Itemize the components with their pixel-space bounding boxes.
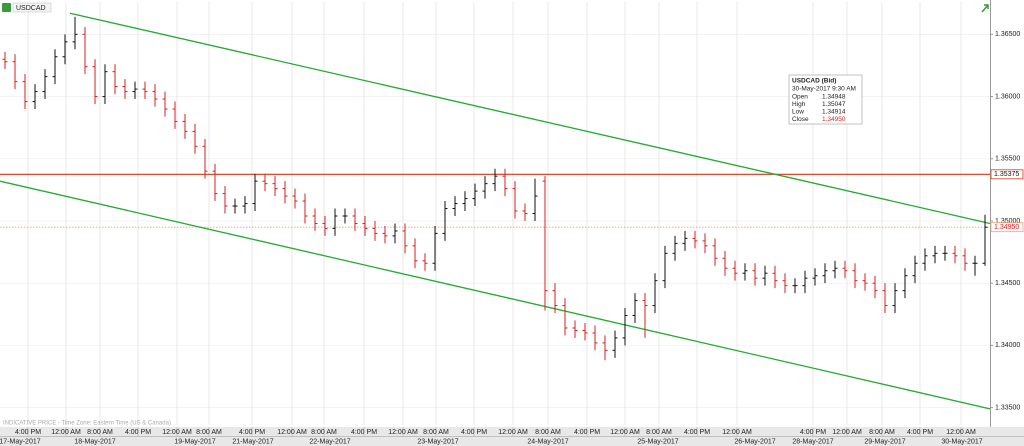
x-tick-label: 8:00 AM: [311, 429, 337, 436]
trend-line: [69, 12, 991, 225]
x-tick-label: 4:00 PM: [800, 429, 826, 436]
x-tick-label: 12:00 AM: [946, 429, 976, 436]
price-label-box: [990, 222, 1024, 233]
y-tick-label: 1.36500: [995, 31, 1020, 38]
symbol-label[interactable]: USDCAD: [16, 5, 46, 12]
tooltip-box: [788, 74, 863, 125]
tooltip-value: 1.34948: [822, 94, 846, 101]
trend-line: [0, 180, 991, 410]
date-label: 24-May-2017: [527, 438, 568, 445]
price-label: 1.34950: [994, 224, 1019, 231]
date-label: 29-May-2017: [864, 438, 905, 445]
overlay-lines: [0, 12, 991, 410]
x-tick-label: 4:00 PM: [907, 429, 933, 436]
y-tick-label: 1.36000: [995, 93, 1020, 100]
date-label: 17-May-2017: [0, 438, 41, 445]
tooltip-key: Open: [792, 94, 808, 101]
axes: 1.33500 1.34000 1.34500 1.35000 1.35500 1.360…: [0, 31, 1024, 445]
tooltip-key: Low: [792, 109, 804, 116]
tooltip-key: High: [792, 101, 806, 108]
x-tick-label: 4:00 PM: [125, 429, 151, 436]
date-label: 21-May-2017: [232, 438, 273, 445]
x-tick-label: 8:00 AM: [196, 429, 222, 436]
tooltip-title: USDCAD (Bid): [792, 78, 836, 85]
tooltip-key: Close: [792, 116, 809, 123]
x-tick-label: 12:00 AM: [277, 429, 307, 436]
x-tick-label: 12:00 AM: [722, 429, 752, 436]
y-tick-label: 1.35500: [995, 156, 1020, 163]
y-tick-label: 1.33500: [995, 404, 1020, 411]
date-label: 19-May-2017: [174, 438, 215, 445]
price-label-box: [990, 169, 1024, 180]
tooltip: USDCAD (Bid) 30-May-2017 9:30 AM Open 1.3…: [788, 74, 863, 125]
symbol-box[interactable]: [12, 2, 52, 13]
date-label: 18-May-2017: [74, 438, 115, 445]
x-tick-label: 12:00 AM: [51, 429, 81, 436]
x-tick-label: 4:00 PM: [15, 429, 41, 436]
tooltip-value: 1.34950: [822, 116, 846, 123]
date-label: 28-May-2017: [792, 438, 833, 445]
x-tick-label: 8:00 AM: [87, 429, 113, 436]
bars: [2, 16, 988, 361]
x-tick-label: 8:00 AM: [423, 429, 449, 436]
symbol-icon[interactable]: [2, 3, 11, 12]
date-label: 23-May-2017: [417, 438, 458, 445]
x-tick-label: 8:00 AM: [535, 429, 561, 436]
tooltip-value: 1.35047: [822, 101, 846, 108]
x-tick-label: 4:00 PM: [574, 429, 600, 436]
y-tick-label: 1.34500: [995, 280, 1020, 287]
x-tick-label: 8:00 AM: [869, 429, 895, 436]
x-tick-label: 4:00 PM: [239, 429, 265, 436]
x-tick-label: 12:00 AM: [498, 429, 528, 436]
x-tick-label: 12:00 AM: [832, 429, 862, 436]
x-tick-label: 8:00 AM: [646, 429, 672, 436]
tooltip-time: 30-May-2017 9:30 AM: [792, 86, 856, 93]
tooltip-value: 1.34914: [822, 109, 846, 116]
y-tick-label: 1.35000: [995, 218, 1020, 225]
date-label: 22-May-2017: [309, 438, 350, 445]
date-label: 30-May-2017: [941, 438, 982, 445]
date-label: 25-May-2017: [637, 438, 678, 445]
x-tick-label: 12:00 AM: [162, 429, 192, 436]
expand-icon[interactable]: [981, 4, 989, 13]
x-tick-label: 12:00 AM: [610, 429, 640, 436]
y-tick-label: 1.34000: [995, 342, 1020, 349]
x-tick-label: 4:00 PM: [684, 429, 710, 436]
x-tick-label: 4:00 PM: [351, 429, 377, 436]
x-tick-label: 12:00 AM: [388, 429, 418, 436]
footer-note: INDICATIVE PRICE - Time Zone: Eastern Ti…: [3, 421, 171, 427]
x-tick-label: 4:00 PM: [461, 429, 487, 436]
date-label: 26-May-2017: [734, 438, 775, 445]
price-label: 1.35375: [994, 171, 1019, 178]
grid: [0, 2, 990, 425]
